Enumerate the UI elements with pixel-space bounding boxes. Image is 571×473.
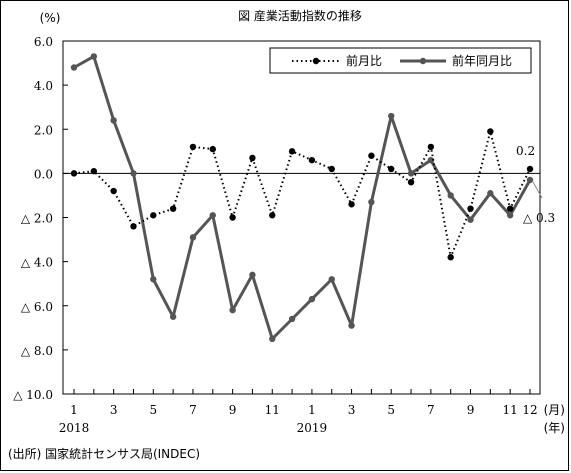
y-tick-label: △ 4.0 [21, 256, 53, 270]
point-mom [368, 152, 375, 159]
x-tick-label: 9 [229, 403, 237, 417]
x-tick-label: 3 [110, 403, 118, 417]
point-yoy [269, 335, 276, 343]
legend-marker-mom [312, 57, 320, 65]
point-yoy [407, 170, 415, 177]
x-tick-label: 11 [503, 403, 518, 417]
x-unit-year: (年) [544, 421, 565, 435]
x-tick-label: 12 [522, 403, 537, 417]
annotation-leader [532, 181, 543, 199]
point-mom [328, 165, 335, 173]
point-yoy [388, 112, 395, 120]
point-yoy [169, 313, 177, 320]
annotation-label: 0.2 [516, 144, 535, 158]
annotations: 0.2 △ 0.3 [516, 144, 555, 225]
x-unit-month: (月) [544, 403, 565, 417]
source-note: (出所) 国家統計センサス局(INDEC) [8, 446, 200, 461]
point-yoy [150, 276, 157, 283]
point-mom [388, 165, 395, 173]
x-tick-label: 9 [467, 403, 475, 417]
point-yoy [506, 212, 514, 219]
point-yoy [308, 295, 316, 303]
series-line-yoy [73, 54, 532, 341]
annotation-label: △ 0.3 [523, 211, 555, 225]
point-mom [288, 148, 296, 155]
x-tick-label: 7 [189, 403, 197, 417]
point-mom [269, 212, 276, 219]
legend: 前月比 前年同月比 [269, 47, 532, 74]
point-yoy [447, 192, 454, 199]
x-tick-label: 5 [387, 403, 395, 417]
point-mom [150, 212, 157, 219]
y-tick-label: 0.0 [34, 167, 53, 181]
series-layer [70, 53, 534, 343]
point-mom [308, 156, 316, 164]
point-yoy [328, 276, 335, 283]
point-yoy [288, 315, 296, 323]
point-yoy [70, 64, 78, 71]
point-yoy [90, 53, 98, 60]
point-yoy [229, 306, 236, 314]
x-tick-label: 7 [427, 403, 435, 417]
point-mom [229, 214, 236, 221]
point-yoy [110, 117, 117, 124]
legend-marker-yoy [419, 57, 427, 65]
point-yoy [249, 271, 256, 279]
point-mom [189, 143, 197, 151]
x-tick-label: 5 [149, 403, 157, 417]
point-yoy [189, 234, 197, 241]
point-mom [348, 201, 355, 208]
point-yoy [348, 322, 355, 329]
point-mom [90, 167, 98, 175]
point-mom [249, 154, 256, 162]
series-line-mom [73, 130, 531, 259]
point-mom [70, 170, 78, 177]
point-mom [130, 223, 137, 230]
y-tick-label: △ 8.0 [21, 344, 53, 358]
x-tick-label: 1 [308, 403, 316, 417]
y-tick-label: 6.0 [34, 35, 53, 49]
point-mom [467, 205, 474, 212]
point-mom [506, 205, 514, 212]
legend-label-mom: 前月比 [346, 53, 382, 68]
y-tick-label: △ 2.0 [21, 212, 53, 226]
point-mom [407, 179, 415, 186]
point-mom [209, 145, 216, 153]
point-yoy [526, 176, 534, 184]
legend-label-yoy: 前年同月比 [452, 53, 512, 68]
year-label: 2018 [59, 421, 90, 435]
point-yoy [427, 156, 435, 164]
point-yoy [487, 190, 494, 197]
point-mom [110, 187, 117, 195]
point-yoy [209, 212, 216, 219]
point-yoy [368, 198, 375, 206]
point-yoy [467, 216, 474, 223]
x-tick-label: 3 [348, 403, 356, 417]
point-yoy [130, 170, 137, 177]
point-mom [487, 128, 494, 135]
point-mom [447, 254, 454, 261]
y-tick-label: △ 6.0 [21, 300, 53, 314]
point-mom [169, 205, 177, 212]
point-mom [427, 143, 435, 151]
chart-title: 図 産業活動指数の推移 [238, 8, 362, 23]
y-tick-label: 2.0 [34, 123, 53, 137]
point-mom [526, 165, 534, 173]
y-tick-label: △ 10.0 [13, 388, 53, 402]
x-tick-label: 11 [265, 403, 280, 417]
x-tick-label: 1 [70, 403, 78, 417]
y-tick-label: 4.0 [34, 79, 53, 93]
y-unit-label: (%) [40, 11, 61, 25]
y-axis: 6.0 4.0 2.0 0.0 △ 2.0 △ 4.0 △ 6.0 △ 8.0 △ 10.0 [13, 35, 68, 402]
year-label: 2019 [297, 421, 328, 435]
